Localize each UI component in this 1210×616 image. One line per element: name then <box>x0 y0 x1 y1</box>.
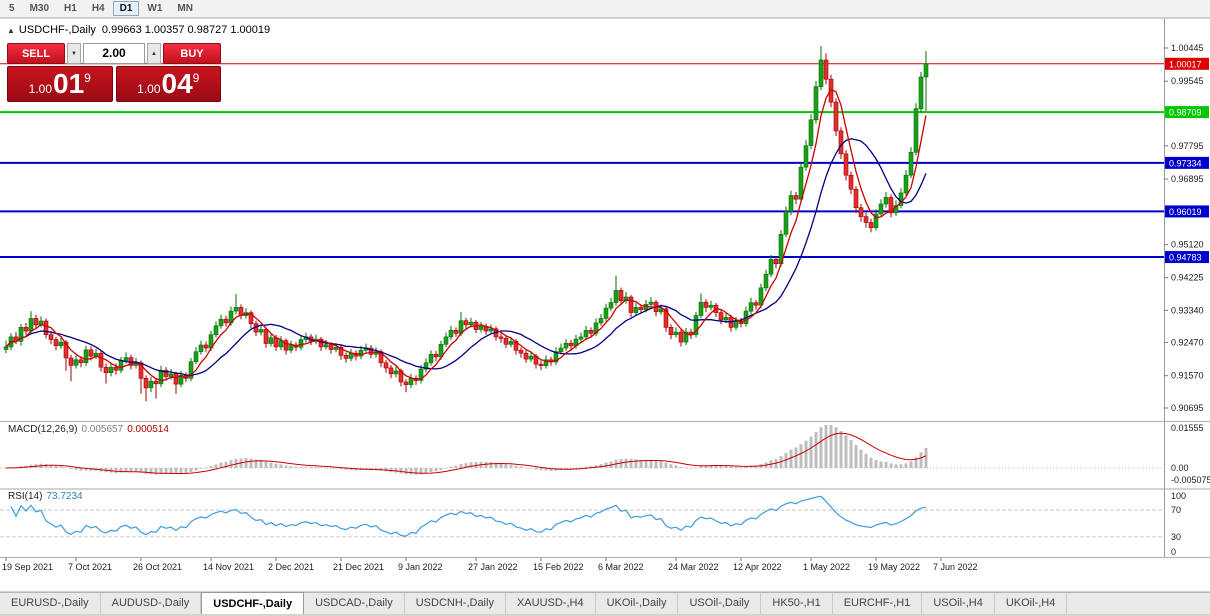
sell-price-pipette: 9 <box>84 71 91 85</box>
svg-text:1.00017: 1.00017 <box>1169 59 1202 69</box>
volume-increase-button[interactable]: ▲ <box>147 43 161 64</box>
svg-text:1 May 2022: 1 May 2022 <box>803 562 850 572</box>
triangle-up-icon: ▲ <box>151 50 157 57</box>
chart-tab-USDCNH-Daily[interactable]: USDCNH-,Daily <box>405 593 506 614</box>
rsi-indicator-label: RSI(14) 73.7234 <box>8 491 83 502</box>
svg-text:0.00: 0.00 <box>1171 463 1189 473</box>
svg-text:14 Nov 2021: 14 Nov 2021 <box>203 562 254 572</box>
chart-canvas[interactable]: 1.00445 0.99545 0.97795 0.96895 0.95120 0.942… <box>0 19 1210 576</box>
svg-text:30: 30 <box>1171 532 1181 542</box>
svg-text:0.96895: 0.96895 <box>1171 174 1204 184</box>
svg-text:19 May 2022: 19 May 2022 <box>868 562 920 572</box>
chart-title: ▲ USDCHF-,Daily 0.99663 1.00357 0.98727 1.… <box>7 24 270 36</box>
svg-text:0.92470: 0.92470 <box>1171 337 1204 347</box>
one-click-trading-panel: SELL ▼ 2.00 ▲ BUY 1.00 01 9 1.00 04 9 <box>7 43 221 102</box>
period-button-MN[interactable]: MN <box>177 3 193 14</box>
buy-button[interactable]: BUY <box>163 43 221 64</box>
volume-decrease-button[interactable]: ▼ <box>67 43 81 64</box>
svg-text:0.95120: 0.95120 <box>1171 240 1204 250</box>
price-badge-0.94783 <box>1165 251 1209 264</box>
collapse-panel-icon[interactable]: ▲ <box>7 26 15 35</box>
svg-text:0.96019: 0.96019 <box>1169 207 1202 217</box>
period-button-M30[interactable]: M30 <box>29 3 50 14</box>
chart-tab-HK50-H1[interactable]: HK50-,H1 <box>761 593 833 614</box>
svg-text:0.94783: 0.94783 <box>1169 253 1202 263</box>
price-badge-0.98709 <box>1165 106 1209 119</box>
chart-window: 1.00445 0.99545 0.97795 0.96895 0.95120 0.942… <box>0 19 1210 591</box>
macd-main-value: 0.005657 <box>81 424 124 435</box>
chart-tab-EURCHF-H1[interactable]: EURCHF-,H1 <box>833 593 923 614</box>
svg-text:27 Jan 2022: 27 Jan 2022 <box>468 562 518 572</box>
volume-input[interactable]: 2.00 <box>83 43 145 64</box>
svg-text:0.97795: 0.97795 <box>1171 141 1204 151</box>
svg-text:7 Oct 2021: 7 Oct 2021 <box>68 562 112 572</box>
svg-text:1.00445: 1.00445 <box>1171 43 1204 53</box>
triangle-down-icon: ▼ <box>71 50 77 57</box>
ohlc-label: 0.99663 1.00357 0.98727 1.00019 <box>101 24 271 36</box>
svg-text:26 Oct 2021: 26 Oct 2021 <box>133 562 182 572</box>
rsi-value: 73.7234 <box>46 491 83 502</box>
buy-price-pipette: 9 <box>192 71 200 85</box>
svg-text:70: 70 <box>1171 505 1181 515</box>
period-button-H1[interactable]: H1 <box>64 3 77 14</box>
svg-text:0.90695: 0.90695 <box>1171 403 1204 413</box>
period-button-H4[interactable]: H4 <box>91 3 105 14</box>
buy-price-pips: 04 <box>161 68 193 99</box>
svg-text:-0.005075: -0.005075 <box>1171 475 1210 485</box>
sell-price-box[interactable]: 1.00 01 9 <box>7 66 113 102</box>
price-badge-1.00017 <box>1165 57 1209 70</box>
sell-price-pips: 01 <box>53 68 85 99</box>
rsi-line <box>10 495 927 537</box>
svg-text:0.01555: 0.01555 <box>1171 423 1204 433</box>
period-button-D1[interactable]: D1 <box>112 1 140 16</box>
svg-text:0.99545: 0.99545 <box>1171 76 1204 86</box>
chart-tabs: EURUSD-,Daily AUDUSD-,Daily USDCHF-,Daily U… <box>0 592 1210 614</box>
sell-button[interactable]: SELL <box>7 43 65 64</box>
macd-histogram <box>4 425 928 475</box>
svg-text:0: 0 <box>1171 547 1176 557</box>
buy-price-box[interactable]: 1.00 04 9 <box>115 66 221 102</box>
chart-tab-USOil-Daily[interactable]: USOil-,Daily <box>678 593 762 614</box>
ma-fast <box>5 88 927 381</box>
svg-text:0.93340: 0.93340 <box>1171 305 1204 315</box>
ma-slow <box>5 138 927 376</box>
rsi-name: RSI(14) <box>8 491 43 502</box>
chart-tab-USDCAD-Daily[interactable]: USDCAD-,Daily <box>304 593 405 614</box>
macd-indicator-label: MACD(12,26,9) 0.005657 0.000514 <box>8 424 169 435</box>
svg-text:0.98709: 0.98709 <box>1169 108 1202 118</box>
sell-price-whole: 1.00 <box>28 82 52 96</box>
svg-text:24 Mar 2022: 24 Mar 2022 <box>668 562 719 572</box>
macd-signal-value: 0.000514 <box>127 424 169 435</box>
price-badge-0.97334 <box>1165 156 1209 169</box>
svg-text:9 Jan 2022: 9 Jan 2022 <box>398 562 443 572</box>
chart-tab-AUDUSD-Daily[interactable]: AUDUSD-,Daily <box>101 593 202 614</box>
svg-text:0.97334: 0.97334 <box>1169 158 1202 168</box>
chart-tab-EURUSD-Daily[interactable]: EURUSD-,Daily <box>0 593 101 614</box>
svg-text:2 Dec 2021: 2 Dec 2021 <box>268 562 314 572</box>
macd-name: MACD(12,26,9) <box>8 424 78 435</box>
svg-text:100: 100 <box>1171 491 1186 501</box>
svg-text:6 Mar 2022: 6 Mar 2022 <box>598 562 644 572</box>
period-button-5[interactable]: 5 <box>9 3 15 14</box>
chart-tab-USDCHF-Daily[interactable]: USDCHF-,Daily <box>201 592 305 614</box>
svg-text:15 Feb 2022: 15 Feb 2022 <box>533 562 584 572</box>
period-button-W1[interactable]: W1 <box>147 3 163 14</box>
svg-text:21 Dec 2021: 21 Dec 2021 <box>333 562 384 572</box>
svg-text:19 Sep 2021: 19 Sep 2021 <box>2 562 53 572</box>
macd-signal-line <box>5 432 927 474</box>
symbol-label: USDCHF-,Daily <box>18 24 96 36</box>
price-badge-0.96019 <box>1165 205 1209 218</box>
svg-text:12 Apr 2022: 12 Apr 2022 <box>733 562 782 572</box>
svg-text:0.91570: 0.91570 <box>1171 371 1204 381</box>
chart-tab-USOil-H4[interactable]: USOil-,H4 <box>922 593 995 614</box>
timeframe-toolbar: 5 M30 H1 H4 D1 W1 MN <box>0 0 1210 18</box>
buy-price-whole: 1.00 <box>137 82 161 96</box>
svg-text:0.94225: 0.94225 <box>1171 273 1204 283</box>
svg-text:7 Jun 2022: 7 Jun 2022 <box>933 562 978 572</box>
chart-tab-XAUUSD-H4[interactable]: XAUUSD-,H4 <box>506 593 596 614</box>
chart-tab-UKOil-Daily[interactable]: UKOil-,Daily <box>596 593 679 614</box>
chart-tab-UKOil-H4[interactable]: UKOil-,H4 <box>995 593 1068 614</box>
